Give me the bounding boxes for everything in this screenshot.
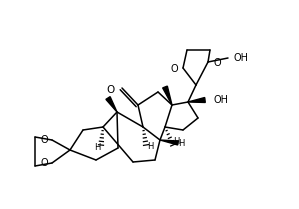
Polygon shape bbox=[160, 140, 178, 145]
Text: OH: OH bbox=[234, 53, 249, 63]
Text: O: O bbox=[40, 135, 48, 145]
Text: H: H bbox=[178, 139, 184, 148]
Text: H: H bbox=[173, 137, 179, 146]
Text: OH: OH bbox=[213, 95, 228, 105]
Polygon shape bbox=[163, 86, 172, 105]
Text: O: O bbox=[170, 64, 178, 74]
Polygon shape bbox=[106, 97, 117, 112]
Text: H: H bbox=[147, 142, 153, 151]
Text: H: H bbox=[94, 143, 100, 152]
Text: O: O bbox=[40, 158, 48, 168]
Text: O: O bbox=[213, 58, 221, 68]
Text: O: O bbox=[107, 85, 115, 95]
Polygon shape bbox=[188, 98, 205, 102]
